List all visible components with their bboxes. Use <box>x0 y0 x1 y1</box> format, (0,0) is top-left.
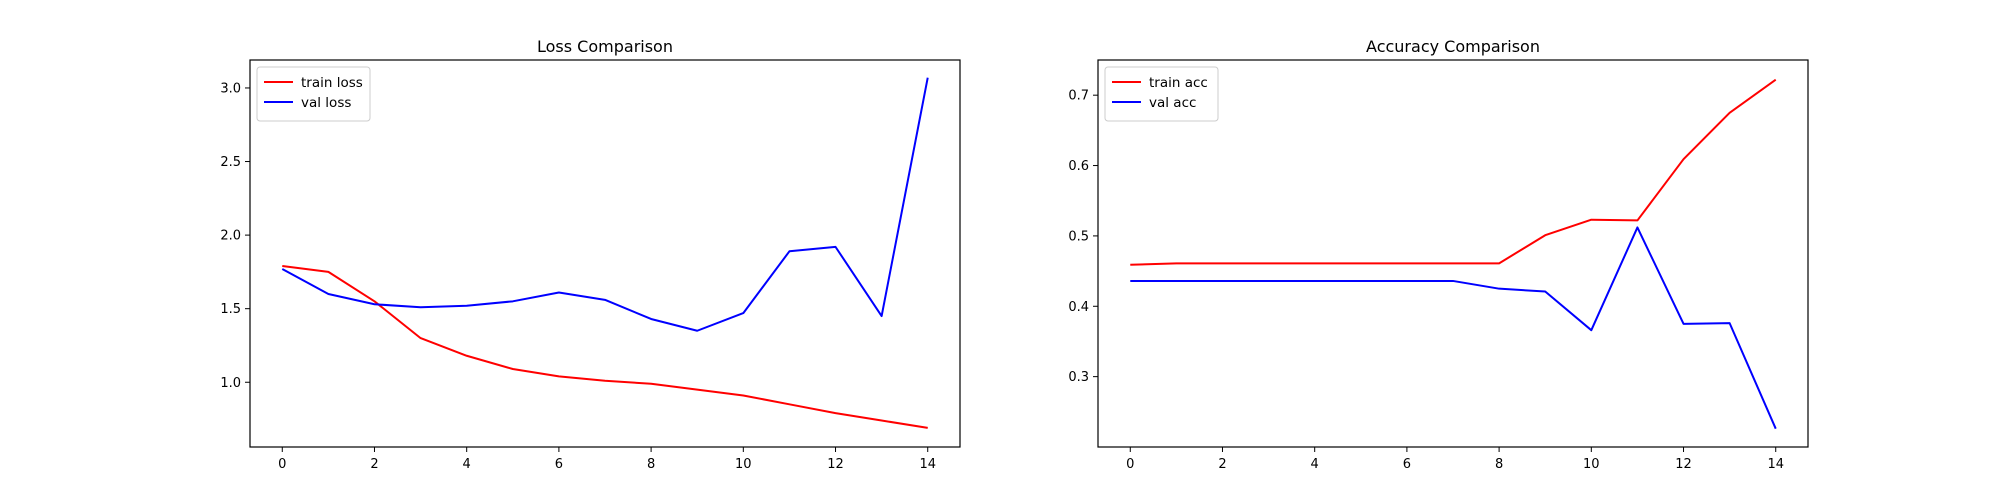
accuracy-y-tick-label: 0.3 <box>1068 370 1089 385</box>
loss-chart-title: Loss Comparison <box>537 37 673 56</box>
accuracy-x-tick-label: 6 <box>1403 457 1411 472</box>
loss-x-tick-label: 14 <box>919 457 936 472</box>
loss-legend <box>256 66 371 122</box>
loss-axes-frame <box>249 59 961 448</box>
loss-x-tick-label: 2 <box>370 457 378 472</box>
val-loss-legend-label: val loss <box>301 95 351 111</box>
loss-x-tick-label: 6 <box>555 457 563 472</box>
accuracy-legend <box>1104 66 1219 122</box>
val-acc-line <box>1130 226 1777 430</box>
train-loss-line <box>282 265 928 429</box>
loss-y-tick-label: 3.0 <box>220 81 241 96</box>
accuracy-x-tick-label: 4 <box>1311 457 1319 472</box>
loss-y-tick-label: 2.5 <box>220 155 241 170</box>
accuracy-x-tick-label: 14 <box>1767 457 1784 472</box>
loss-x-tick-label: 8 <box>647 457 655 472</box>
accuracy-x-tick-label: 10 <box>1583 457 1600 472</box>
accuracy-x-tick-label: 8 <box>1495 457 1503 472</box>
accuracy-y-tick-label: 0.5 <box>1068 229 1089 244</box>
val-acc-legend-label: val acc <box>1149 95 1196 111</box>
accuracy-comparison-chart: Accuracy Comparison 0 2 4 6 8 10 12 14 0.3 0.4 0.5 0… <box>1068 37 1809 472</box>
loss-y-tick-label: 1.5 <box>220 302 241 317</box>
loss-x-tick-label: 10 <box>735 457 752 472</box>
train-acc-line <box>1130 78 1777 266</box>
accuracy-x-tick-label: 2 <box>1218 457 1226 472</box>
loss-x-tick-label: 12 <box>827 457 844 472</box>
loss-x-tick-label: 0 <box>278 457 286 472</box>
train-loss-legend-label: train loss <box>301 75 363 91</box>
val-loss-line <box>281 77 929 332</box>
train-acc-legend-label: train acc <box>1149 75 1208 91</box>
accuracy-x-tick-label: 0 <box>1126 457 1134 472</box>
accuracy-y-tick-label: 0.7 <box>1068 89 1089 104</box>
accuracy-axes-frame <box>1097 59 1809 448</box>
loss-y-tick-label: 1.0 <box>220 376 241 391</box>
loss-comparison-chart: Loss Comparison 0 2 4 6 8 10 12 14 1.0 1.5 2.0 2.5 3.… <box>220 37 961 472</box>
accuracy-y-tick-label: 0.4 <box>1068 300 1089 315</box>
accuracy-chart-title: Accuracy Comparison <box>1366 37 1540 56</box>
accuracy-x-tick-label: 12 <box>1675 457 1692 472</box>
accuracy-y-tick-label: 0.6 <box>1068 159 1089 174</box>
loss-x-tick-label: 4 <box>463 457 471 472</box>
loss-y-tick-label: 2.0 <box>220 229 241 244</box>
